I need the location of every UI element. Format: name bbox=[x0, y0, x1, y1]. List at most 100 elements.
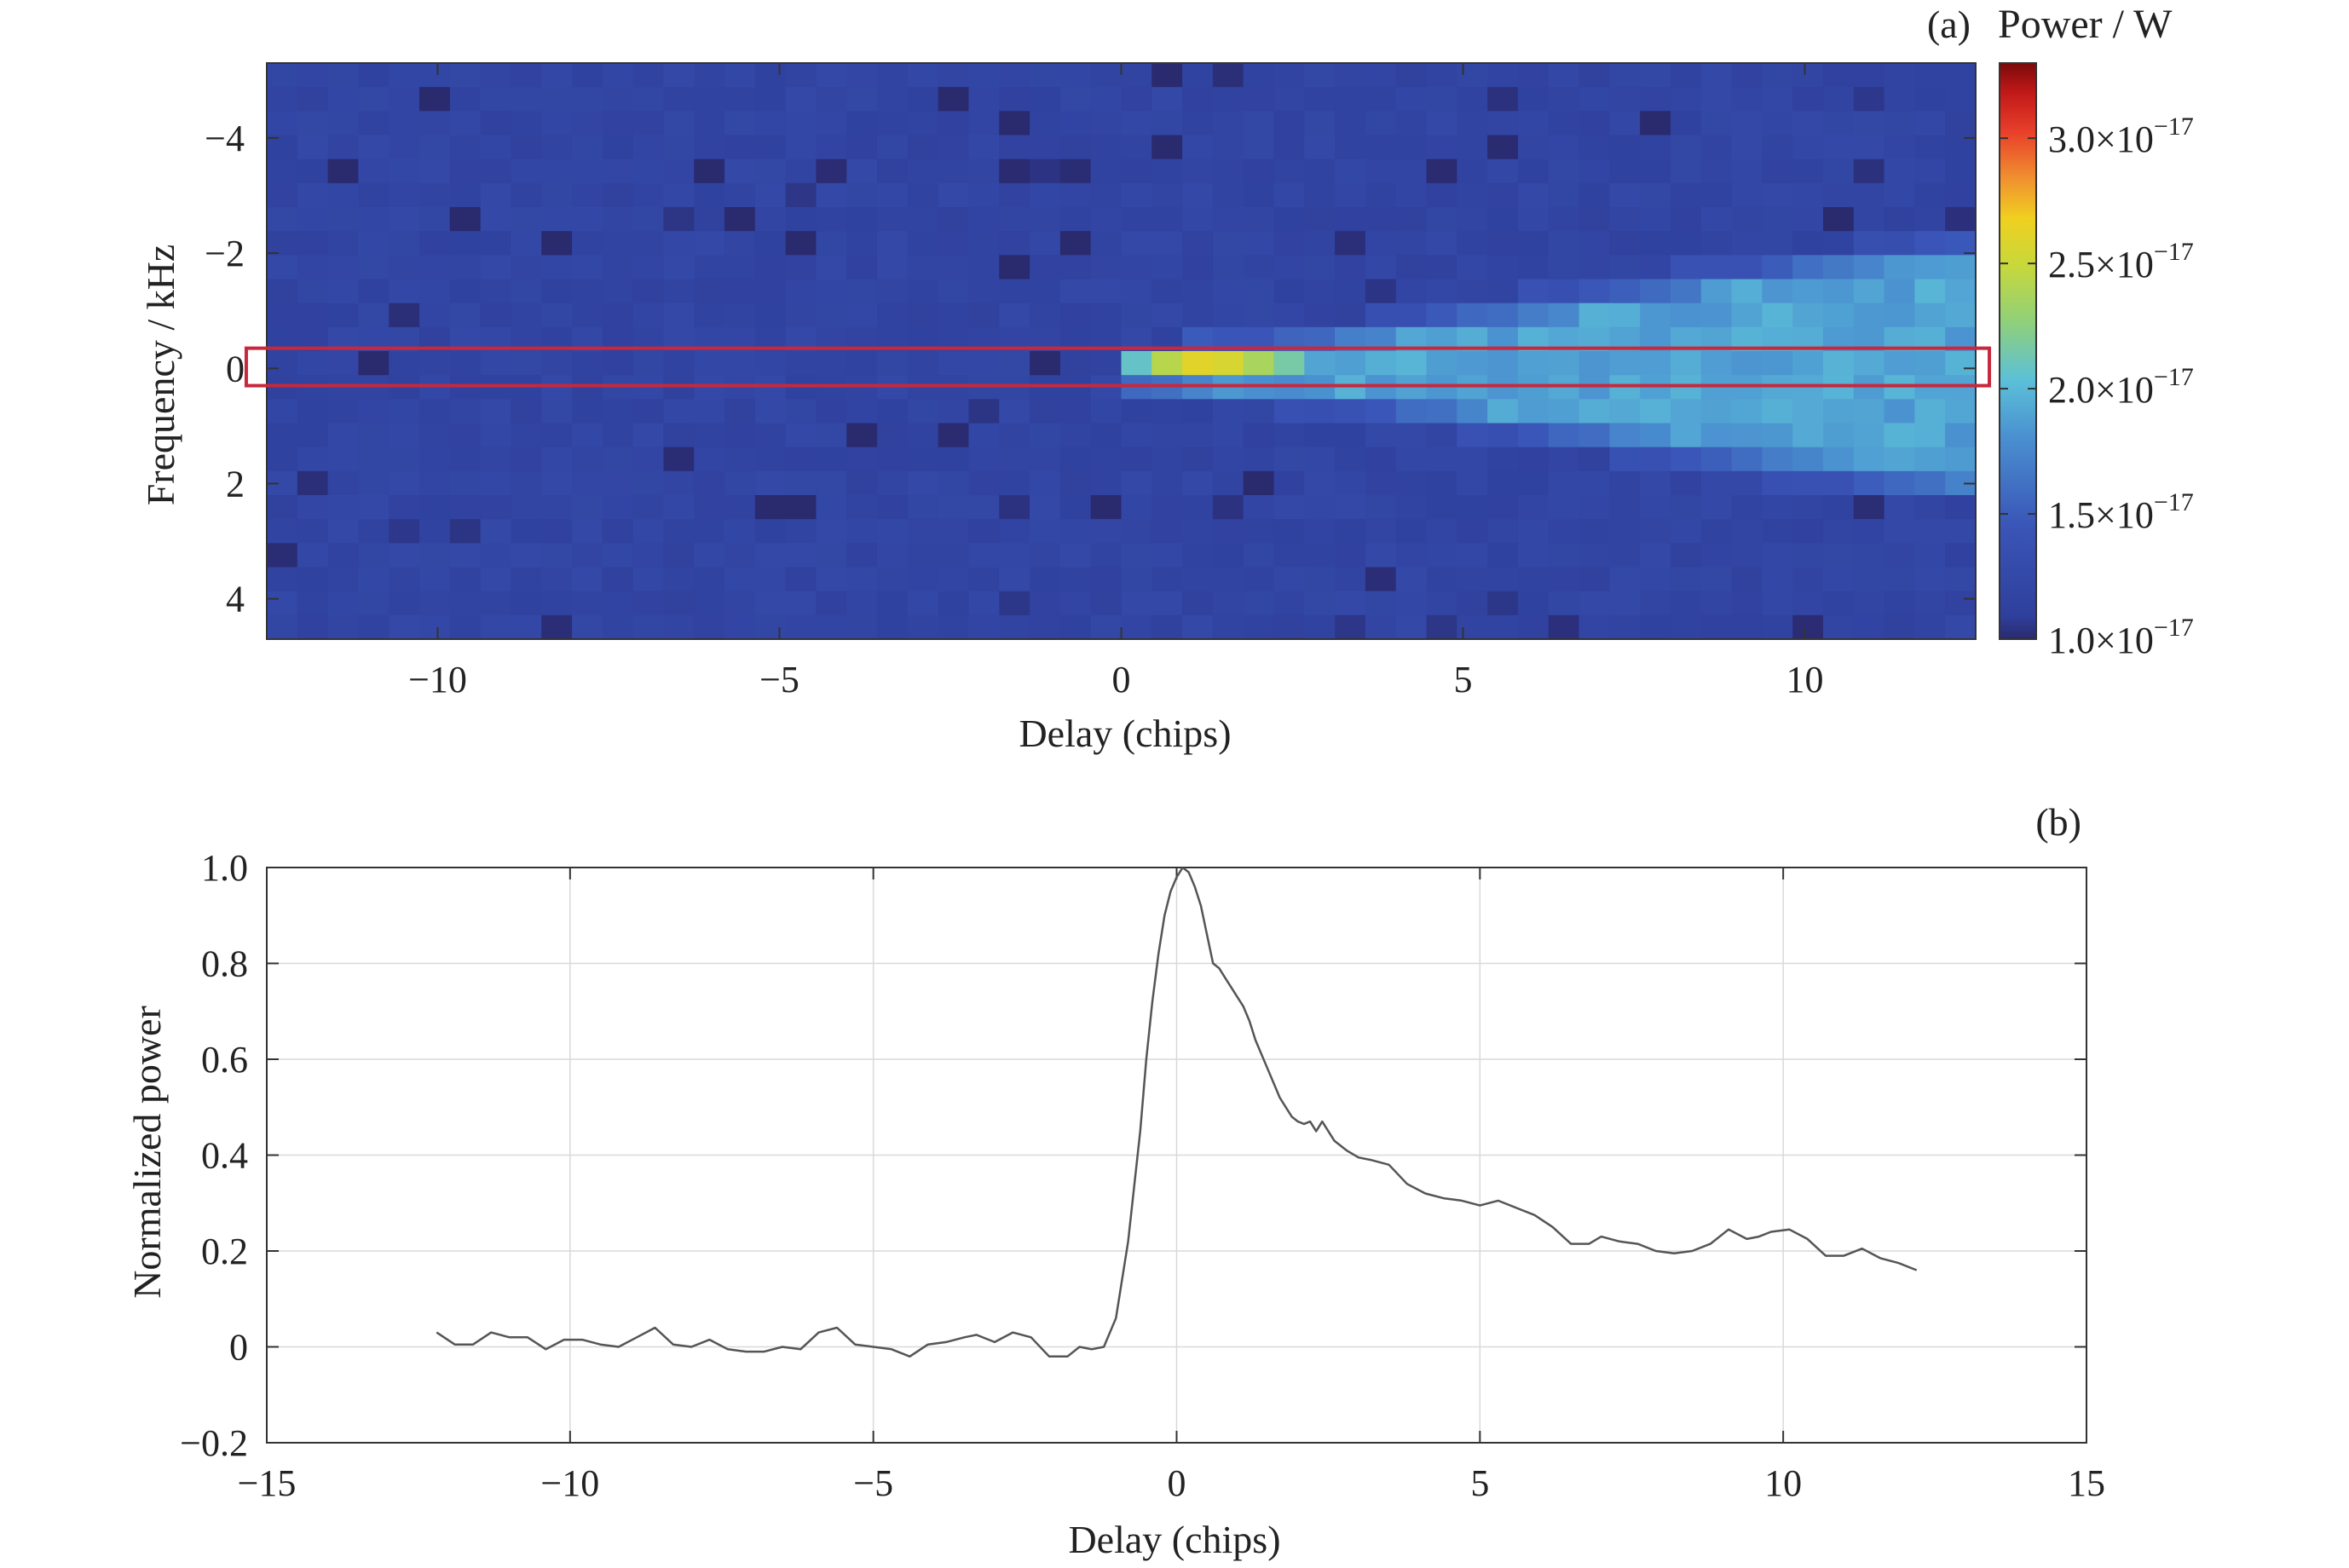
heatmap-cell bbox=[1517, 111, 1550, 136]
heatmap-cell bbox=[1030, 591, 1061, 616]
heatmap-cell bbox=[1151, 423, 1183, 448]
heatmap-cell bbox=[1304, 591, 1336, 616]
heatmap-cell bbox=[1517, 423, 1550, 448]
heatmap-cell bbox=[419, 135, 451, 160]
heatmap-cell bbox=[968, 231, 1000, 256]
heatmap-cell bbox=[267, 351, 298, 376]
heatmap-cell bbox=[754, 519, 787, 544]
heatmap-cell bbox=[541, 543, 573, 568]
heatmap-cell bbox=[1945, 207, 1977, 232]
heatmap-cell bbox=[327, 207, 360, 232]
heatmap-cell bbox=[541, 495, 573, 520]
heatmap-cell bbox=[1395, 279, 1428, 304]
heatmap-y-tick-label: −4 bbox=[205, 118, 245, 159]
heatmap-cell bbox=[1548, 207, 1580, 232]
heatmap-cell bbox=[907, 567, 939, 592]
heatmap-cell bbox=[1884, 111, 1915, 136]
heatmap-cell bbox=[297, 591, 329, 616]
heatmap-cell bbox=[1762, 182, 1793, 208]
heatmap-cell bbox=[1670, 543, 1702, 568]
heatmap-cell bbox=[1609, 87, 1641, 112]
heatmap-cell bbox=[1059, 231, 1092, 256]
heatmap-cell bbox=[968, 135, 1000, 160]
heatmap-cell bbox=[1579, 495, 1610, 520]
heatmap-cell bbox=[1121, 207, 1152, 232]
heatmap-cell bbox=[846, 87, 878, 112]
heatmap-cell bbox=[1640, 111, 1671, 136]
heatmap-cell bbox=[1395, 87, 1428, 112]
heatmap-cell bbox=[816, 399, 847, 424]
heatmap-cell bbox=[1487, 255, 1519, 280]
heatmap-cell bbox=[1884, 495, 1915, 520]
heatmap-cell bbox=[785, 447, 817, 472]
heatmap-cell bbox=[1822, 111, 1855, 136]
heatmap-cell bbox=[694, 63, 725, 88]
heatmap-cell bbox=[1792, 87, 1824, 112]
heatmap-cell bbox=[297, 567, 329, 592]
heatmap-cell bbox=[877, 231, 909, 256]
heatmap-cell bbox=[1853, 495, 1885, 520]
heatmap-cell bbox=[267, 255, 298, 280]
heatmap-cell bbox=[1517, 231, 1550, 256]
heatmap-cell bbox=[877, 543, 909, 568]
heatmap-cell bbox=[1151, 591, 1183, 616]
heatmap-cell bbox=[1121, 447, 1152, 472]
heatmap-cell bbox=[632, 255, 665, 280]
heatmap-cell bbox=[1548, 87, 1580, 112]
heatmap-cell bbox=[1212, 111, 1244, 136]
heatmap-cell bbox=[1700, 567, 1733, 592]
heatmap-cell bbox=[1030, 63, 1061, 88]
colorbar-tick-label: 1.5×10−17 bbox=[2048, 488, 2194, 536]
heatmap-cell bbox=[449, 63, 482, 88]
heatmap-cell bbox=[694, 303, 725, 328]
heatmap-cell bbox=[785, 111, 817, 136]
heatmap-cell bbox=[1365, 591, 1397, 616]
heatmap-cell bbox=[389, 63, 420, 88]
heatmap-cell bbox=[1609, 207, 1641, 232]
heatmap-cell bbox=[663, 423, 695, 448]
heatmap-cell bbox=[327, 567, 360, 592]
heatmap-cell bbox=[694, 111, 725, 136]
heatmap-cell bbox=[785, 207, 817, 232]
heatmap-cell bbox=[1853, 159, 1885, 184]
heatmap-cell bbox=[480, 182, 512, 208]
heatmap-cell bbox=[785, 87, 817, 112]
heatmap-cell bbox=[1121, 231, 1152, 256]
heatmap-cell bbox=[938, 135, 970, 160]
heatmap-cell bbox=[1548, 135, 1580, 160]
heatmap-cell bbox=[327, 495, 360, 520]
heatmap-cell bbox=[1304, 423, 1336, 448]
heatmap-cell bbox=[1640, 279, 1671, 304]
heatmap-cell bbox=[1762, 255, 1793, 280]
heatmap-cell bbox=[1395, 470, 1428, 496]
heatmap-cell bbox=[1548, 591, 1580, 616]
line-x-tick-label: −5 bbox=[853, 1462, 893, 1504]
heatmap-cell bbox=[1059, 87, 1092, 112]
heatmap-cell bbox=[1579, 87, 1610, 112]
heatmap-cell bbox=[449, 351, 482, 376]
heatmap-cell bbox=[480, 447, 512, 472]
heatmap-cell bbox=[1579, 63, 1610, 88]
heatmap-cell bbox=[449, 447, 482, 472]
heatmap-cell bbox=[1945, 303, 1977, 328]
heatmap-cell bbox=[877, 495, 909, 520]
heatmap-cell bbox=[1517, 207, 1550, 232]
heatmap-cell bbox=[754, 182, 787, 208]
heatmap-cell bbox=[572, 543, 603, 568]
heatmap-cell bbox=[968, 207, 1000, 232]
heatmap-cell bbox=[663, 231, 695, 256]
heatmap-cell bbox=[1059, 207, 1092, 232]
heatmap-cell bbox=[632, 543, 665, 568]
heatmap-cell bbox=[1487, 279, 1519, 304]
heatmap-cell bbox=[358, 207, 390, 232]
heatmap-cell bbox=[999, 279, 1030, 304]
heatmap-cell bbox=[327, 87, 360, 112]
heatmap-cell bbox=[663, 495, 695, 520]
heatmap-cell bbox=[511, 567, 542, 592]
heatmap-cell bbox=[1609, 159, 1641, 184]
heatmap-cell bbox=[968, 614, 1000, 640]
heatmap-cell bbox=[1457, 591, 1488, 616]
heatmap-cell bbox=[1853, 135, 1885, 160]
heatmap-cell bbox=[1731, 543, 1763, 568]
heatmap-cell bbox=[511, 470, 542, 496]
